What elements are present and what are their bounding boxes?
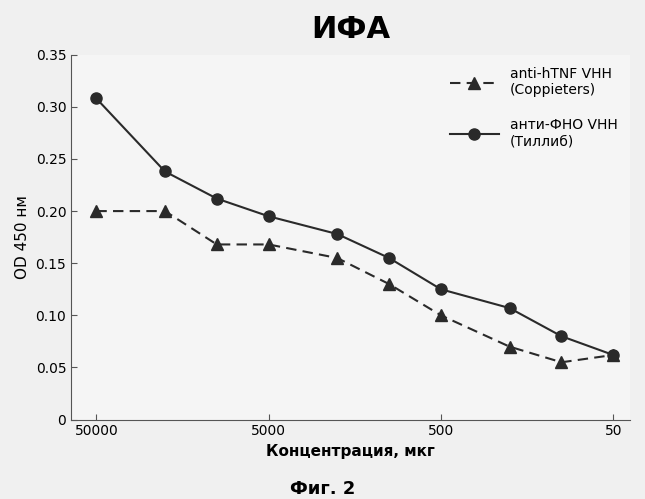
Y-axis label: OD 450 нм: OD 450 нм [15, 195, 30, 279]
анти-ФНО VHH
(Тиллиб) [437, 286, 445, 292]
anti-hTNF VHH
(Coppieters) [437, 312, 445, 318]
Line: anti-hTNF VHH
(Coppieters): anti-hTNF VHH (Coppieters) [91, 206, 619, 368]
анти-ФНО VHH
(Тиллиб) [506, 305, 513, 311]
Legend: anti-hTNF VHH
(Coppieters), анти-ФНО VHH
(Тиллиб): anti-hTNF VHH (Coppieters), анти-ФНО VHH… [444, 61, 623, 154]
Text: Фиг. 2: Фиг. 2 [290, 480, 355, 498]
анти-ФНО VHH
(Тиллиб) [161, 169, 169, 175]
anti-hTNF VHH
(Coppieters) [385, 281, 393, 287]
анти-ФНО VHH
(Тиллиб) [92, 95, 100, 101]
анти-ФНО VHH
(Тиллиб) [557, 333, 565, 339]
анти-ФНО VHH
(Тиллиб) [333, 231, 341, 237]
anti-hTNF VHH
(Coppieters) [161, 208, 169, 214]
анти-ФНО VHH
(Тиллиб) [265, 213, 273, 219]
анти-ФНО VHH
(Тиллиб) [610, 352, 617, 358]
anti-hTNF VHH
(Coppieters) [213, 242, 221, 248]
anti-hTNF VHH
(Coppieters) [610, 352, 617, 358]
Line: анти-ФНО VHH
(Тиллиб): анти-ФНО VHH (Тиллиб) [91, 93, 619, 361]
anti-hTNF VHH
(Coppieters) [265, 242, 273, 248]
анти-ФНО VHH
(Тиллиб) [213, 196, 221, 202]
Title: ИФА: ИФА [311, 15, 390, 44]
X-axis label: Концентрация, мкг: Концентрация, мкг [266, 444, 435, 459]
anti-hTNF VHH
(Coppieters) [557, 359, 565, 365]
anti-hTNF VHH
(Coppieters) [506, 344, 513, 350]
anti-hTNF VHH
(Coppieters) [92, 208, 100, 214]
анти-ФНО VHH
(Тиллиб) [385, 255, 393, 261]
anti-hTNF VHH
(Coppieters) [333, 255, 341, 261]
